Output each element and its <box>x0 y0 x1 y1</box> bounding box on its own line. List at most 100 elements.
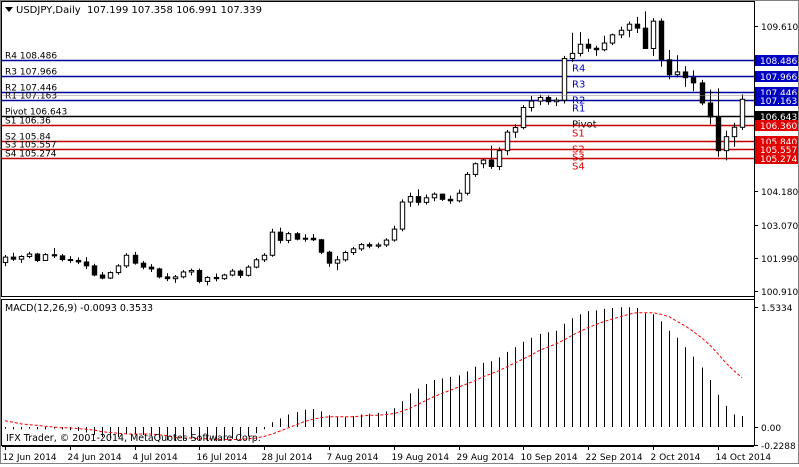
bear-candle[interactable] <box>658 20 665 61</box>
bull-candle[interactable] <box>423 197 430 203</box>
bear-candle[interactable] <box>326 251 333 264</box>
bull-candle[interactable] <box>18 255 25 260</box>
bear-candle[interactable] <box>545 96 552 103</box>
bull-candle[interactable] <box>42 254 49 261</box>
bull-candle[interactable] <box>569 52 576 60</box>
bull-candle[interactable] <box>302 237 309 240</box>
bear-candle[interactable] <box>148 266 155 270</box>
bear-candle[interactable] <box>196 269 203 282</box>
bear-candle[interactable] <box>59 255 66 261</box>
bull-candle[interactable] <box>650 20 657 50</box>
bear-candle[interactable] <box>34 253 41 261</box>
bear-candle[interactable] <box>682 71 689 79</box>
bear-candle[interactable] <box>75 259 82 263</box>
bear-candle[interactable] <box>99 274 106 279</box>
bear-candle[interactable] <box>366 244 373 247</box>
bear-candle[interactable] <box>585 43 592 49</box>
bull-candle[interactable] <box>180 271 187 278</box>
chart-collapse-icon[interactable] <box>5 7 13 12</box>
bull-candle[interactable] <box>496 150 503 167</box>
bull-candle[interactable] <box>26 253 33 257</box>
bull-candle[interactable] <box>253 259 260 268</box>
pivot-marker-s4: S4 <box>572 162 585 173</box>
bull-candle[interactable] <box>221 274 228 280</box>
bull-candle[interactable] <box>723 136 730 152</box>
bull-candle[interactable] <box>731 126 738 138</box>
bull-candle[interactable] <box>609 34 616 44</box>
bear-candle[interactable] <box>666 59 673 76</box>
bear-candle[interactable] <box>690 77 697 84</box>
bear-candle[interactable] <box>634 23 641 29</box>
bull-candle[interactable] <box>674 71 681 76</box>
bear-candle[interactable] <box>707 102 714 118</box>
bull-candle[interactable] <box>528 100 535 108</box>
bear-candle[interactable] <box>10 256 17 260</box>
bull-candle[interactable] <box>601 42 608 51</box>
bull-candle[interactable] <box>561 58 568 101</box>
price-tick-label: 104.180 <box>761 188 798 198</box>
bear-candle[interactable] <box>237 270 244 276</box>
bull-candle[interactable] <box>391 228 398 241</box>
bull-candle[interactable] <box>204 276 211 282</box>
bull-candle[interactable] <box>2 256 9 264</box>
bull-candle[interactable] <box>285 233 292 241</box>
bull-candle[interactable] <box>334 259 341 264</box>
bull-candle[interactable] <box>123 254 130 267</box>
bull-candle[interactable] <box>188 269 195 273</box>
pivot-price-tag-text: 105.557 <box>760 146 797 156</box>
bull-candle[interactable] <box>464 173 471 194</box>
bull-candle[interactable] <box>520 106 527 129</box>
bear-candle[interactable] <box>132 254 139 264</box>
pivot-label-s2: S2 105.84 <box>5 133 51 143</box>
bear-candle[interactable] <box>310 237 317 241</box>
bear-candle[interactable] <box>294 233 301 240</box>
bull-candle[interactable] <box>512 127 519 133</box>
bull-candle[interactable] <box>537 96 544 102</box>
macd-layer <box>4 307 743 442</box>
bear-candle[interactable] <box>715 116 722 152</box>
bull-candle[interactable] <box>358 244 365 250</box>
bull-candle[interactable] <box>350 248 357 254</box>
bull-candle[interactable] <box>504 131 511 152</box>
bear-candle[interactable] <box>51 254 58 257</box>
bear-candle[interactable] <box>642 27 649 50</box>
bull-candle[interactable] <box>553 99 560 103</box>
bull-candle[interactable] <box>577 43 584 54</box>
bull-candle[interactable] <box>480 159 487 165</box>
bull-candle[interactable] <box>407 196 414 203</box>
bear-candle[interactable] <box>415 196 422 203</box>
bull-candle[interactable] <box>383 239 390 246</box>
bear-candle[interactable] <box>91 265 98 276</box>
bear-candle[interactable] <box>699 82 706 104</box>
bear-candle[interactable] <box>318 239 325 253</box>
bear-candle[interactable] <box>140 262 147 268</box>
bear-candle[interactable] <box>488 159 495 167</box>
bull-candle[interactable] <box>375 244 382 247</box>
bear-candle[interactable] <box>164 276 171 280</box>
bull-candle[interactable] <box>172 276 179 280</box>
bull-candle[interactable] <box>618 29 625 36</box>
bull-candle[interactable] <box>115 265 122 274</box>
bull-candle[interactable] <box>399 201 406 230</box>
bull-candle[interactable] <box>107 272 114 279</box>
bull-candle[interactable] <box>472 163 479 175</box>
bull-candle[interactable] <box>626 23 633 31</box>
bull-candle[interactable] <box>456 192 463 202</box>
bear-candle[interactable] <box>83 261 90 267</box>
bear-candle[interactable] <box>439 193 446 200</box>
bear-candle[interactable] <box>447 198 454 202</box>
bull-candle[interactable] <box>261 254 268 261</box>
bull-candle[interactable] <box>245 266 252 276</box>
bear-candle[interactable] <box>156 268 163 278</box>
bear-candle[interactable] <box>213 276 220 280</box>
bull-candle[interactable] <box>269 231 276 256</box>
bull-candle[interactable] <box>342 252 349 261</box>
bull-candle[interactable] <box>229 270 236 276</box>
bear-candle[interactable] <box>593 47 600 51</box>
bear-candle[interactable] <box>277 231 284 241</box>
bull-candle[interactable] <box>431 193 438 199</box>
bear-candle[interactable] <box>67 259 74 262</box>
bull-candle[interactable] <box>739 98 746 128</box>
